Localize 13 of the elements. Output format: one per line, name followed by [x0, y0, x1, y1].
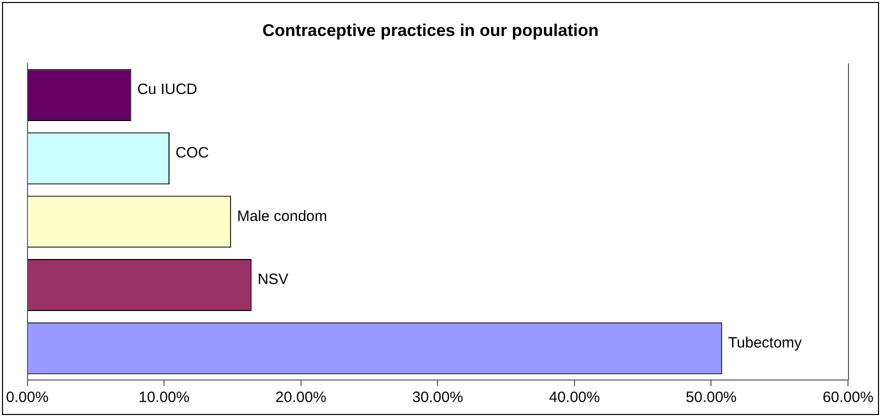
x-tick-label: 10.00%: [138, 389, 190, 406]
y-tick-label: COC: [176, 144, 210, 162]
x-tick-label: 40.00%: [548, 389, 600, 406]
x-tick-label: 60.00%: [822, 389, 874, 406]
x-tick-label: 50.00%: [686, 389, 737, 406]
y-tick-label: Tubectomy: [728, 334, 802, 352]
chart-title: Contraceptive practices in our population: [262, 20, 599, 40]
y-tick-label: Cu IUCD: [137, 81, 198, 98]
y-tick-label: Male condom: [237, 208, 328, 225]
y-tick-label: NSV: [258, 271, 288, 288]
x-tick-label: 20.00%: [275, 389, 326, 406]
x-tick-label: 30.00%: [412, 389, 464, 406]
x-tick-label: 0.00%: [6, 389, 49, 406]
